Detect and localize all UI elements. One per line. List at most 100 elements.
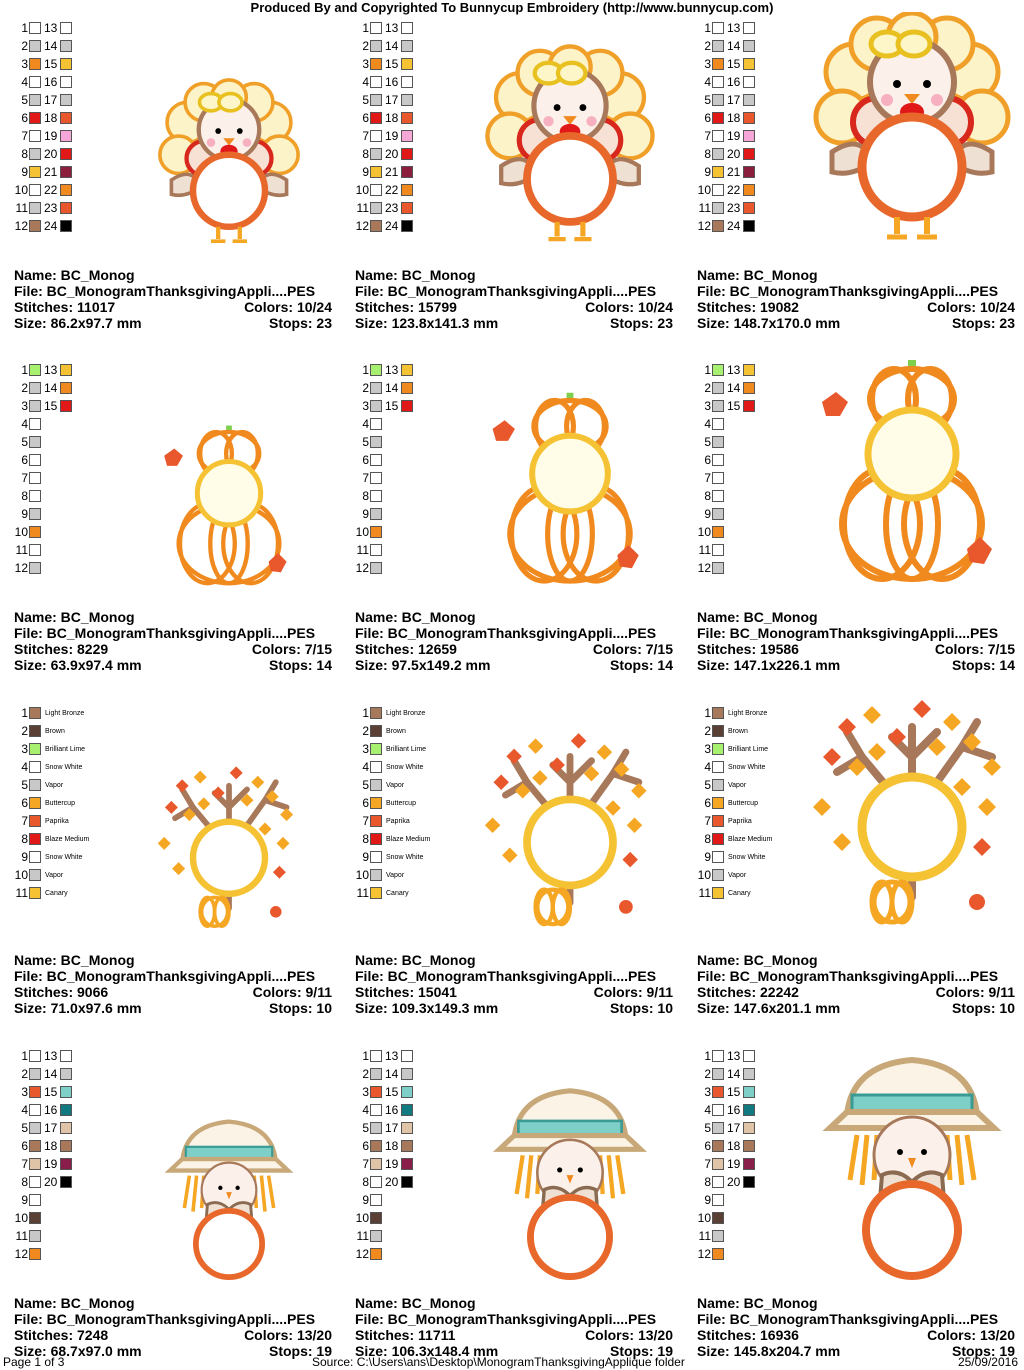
color-swatch: [712, 1104, 724, 1116]
swatch-row: 9Snow White: [697, 851, 817, 869]
swatch-row: 8: [697, 490, 817, 508]
color-swatch: [712, 22, 724, 34]
color-swatch: [712, 797, 724, 809]
swatch-number: 11: [697, 544, 711, 557]
swatch-number: 8: [355, 833, 369, 846]
design-name-line: Name: BC_Monog: [14, 267, 332, 283]
color-swatch: [743, 166, 755, 178]
swatch-number: 9: [697, 508, 711, 521]
swatch-number: 18: [385, 1140, 401, 1153]
swatch-row: 719: [14, 130, 134, 148]
color-swatch: [712, 887, 724, 899]
thread-name: Snow White: [45, 763, 82, 772]
color-swatch: [743, 1068, 755, 1080]
color-swatch: [712, 1158, 724, 1170]
swatch-row: 517: [14, 94, 134, 112]
swatch-number: 19: [44, 130, 60, 143]
color-swatch: [370, 1104, 382, 1116]
swatch-row: 9: [14, 508, 134, 526]
color-swatch: [29, 526, 41, 538]
swatch-row: 517: [697, 94, 817, 112]
design-name-line: Name: BC_Monog: [355, 609, 673, 625]
color-swatch: [370, 490, 382, 502]
color-swatch: [370, 1122, 382, 1134]
swatch-row: 719: [697, 130, 817, 148]
swatch-number: 18: [727, 112, 743, 125]
design-block: 113214315416517618719820921102211231224: [355, 12, 695, 342]
swatch-number: 17: [727, 1122, 743, 1135]
thread-name: Brilliant Lime: [728, 745, 768, 754]
design-block: 1Light Bronze2Brown3Brilliant Lime4Snow …: [697, 697, 1024, 1027]
design-size: Size: 123.8x141.3 mm: [355, 315, 498, 331]
swatch-row: 416: [697, 76, 817, 94]
design-stitches-line: Stitches: 12659Colors: 7/15: [355, 641, 673, 657]
swatch-number: 8: [14, 490, 28, 503]
page-number: Page 1 of 3: [3, 1354, 64, 1370]
swatch-row: 1022: [697, 184, 817, 202]
swatch-number: 18: [727, 1140, 743, 1153]
design-name-line: Name: BC_Monog: [355, 952, 673, 968]
swatch-row: 618: [697, 112, 817, 130]
color-swatch: [29, 22, 41, 34]
design-file-line: File: BC_MonogramThanksgivingAppli....PE…: [697, 283, 1015, 299]
swatch-number: 4: [14, 761, 28, 774]
swatch-row: 1123: [355, 202, 475, 220]
design-file: File: BC_MonogramThanksgivingAppli....PE…: [355, 625, 656, 641]
swatch-number: 12: [14, 562, 28, 575]
color-swatch: [743, 58, 755, 70]
design-size-line: Size: 71.0x97.6 mmStops: 10: [14, 1000, 332, 1016]
swatch-number: 12: [14, 220, 28, 233]
color-swatch: [743, 1140, 755, 1152]
thread-name: Blaze Medium: [45, 835, 89, 844]
color-swatch: [29, 148, 41, 160]
color-swatch-list: 113214315456789101112: [355, 364, 475, 580]
design-block: 113214315416517618719820921102211231224: [697, 12, 1024, 342]
swatch-number: 16: [385, 1104, 401, 1117]
color-swatch: [60, 148, 72, 160]
swatch-row: 5: [14, 436, 134, 454]
color-swatch: [712, 94, 724, 106]
swatch-number: 6: [355, 1140, 369, 1153]
turkey-design-art: [460, 12, 680, 252]
swatch-number: 1: [355, 1050, 369, 1063]
color-swatch: [370, 887, 382, 899]
swatch-number: 12: [355, 220, 369, 233]
swatch-row: 1Light Bronze: [697, 707, 817, 725]
swatch-number: 9: [14, 166, 28, 179]
design-file: File: BC_MonogramThanksgivingAppli....PE…: [697, 625, 998, 641]
thread-name: Vapor: [728, 871, 746, 880]
swatch-number: 1: [14, 364, 28, 377]
swatch-number: 4: [355, 418, 369, 431]
swatch-row: 4Snow White: [355, 761, 475, 779]
swatch-number: 3: [14, 1086, 28, 1099]
swatch-number: 10: [697, 1212, 711, 1225]
swatch-row: 416: [14, 1104, 134, 1122]
thread-name: Canary: [728, 889, 751, 898]
swatch-number: 11: [355, 202, 369, 215]
color-swatch: [712, 508, 724, 520]
design-stitches: Stitches: 15041: [355, 984, 457, 1000]
color-swatch: [60, 58, 72, 70]
color-swatch: [29, 112, 41, 124]
swatch-row: 618: [14, 112, 134, 130]
swatch-number: 13: [385, 364, 401, 377]
swatch-row: 517: [14, 1122, 134, 1140]
color-swatch: [29, 707, 41, 719]
color-swatch: [29, 1248, 41, 1260]
swatch-row: 11: [697, 1230, 817, 1248]
swatch-number: 5: [697, 436, 711, 449]
design-file: File: BC_MonogramThanksgivingAppli....PE…: [355, 968, 656, 984]
design-file-line: File: BC_MonogramThanksgivingAppli....PE…: [355, 968, 673, 984]
swatch-row: 4Snow White: [697, 761, 817, 779]
design-size: Size: 97.5x149.2 mm: [355, 657, 490, 673]
color-swatch: [370, 1176, 382, 1188]
color-swatch: [712, 112, 724, 124]
color-swatch: [401, 1176, 413, 1188]
swatch-row: 5Vapor: [14, 779, 134, 797]
swatch-number: 15: [44, 58, 60, 71]
swatch-number: 10: [697, 526, 711, 539]
swatch-row: 719: [697, 1158, 817, 1176]
color-swatch-list: 113214315416517618719820921102211231224: [697, 22, 817, 238]
color-swatch: [29, 382, 41, 394]
thread-name: Buttercup: [45, 799, 75, 808]
